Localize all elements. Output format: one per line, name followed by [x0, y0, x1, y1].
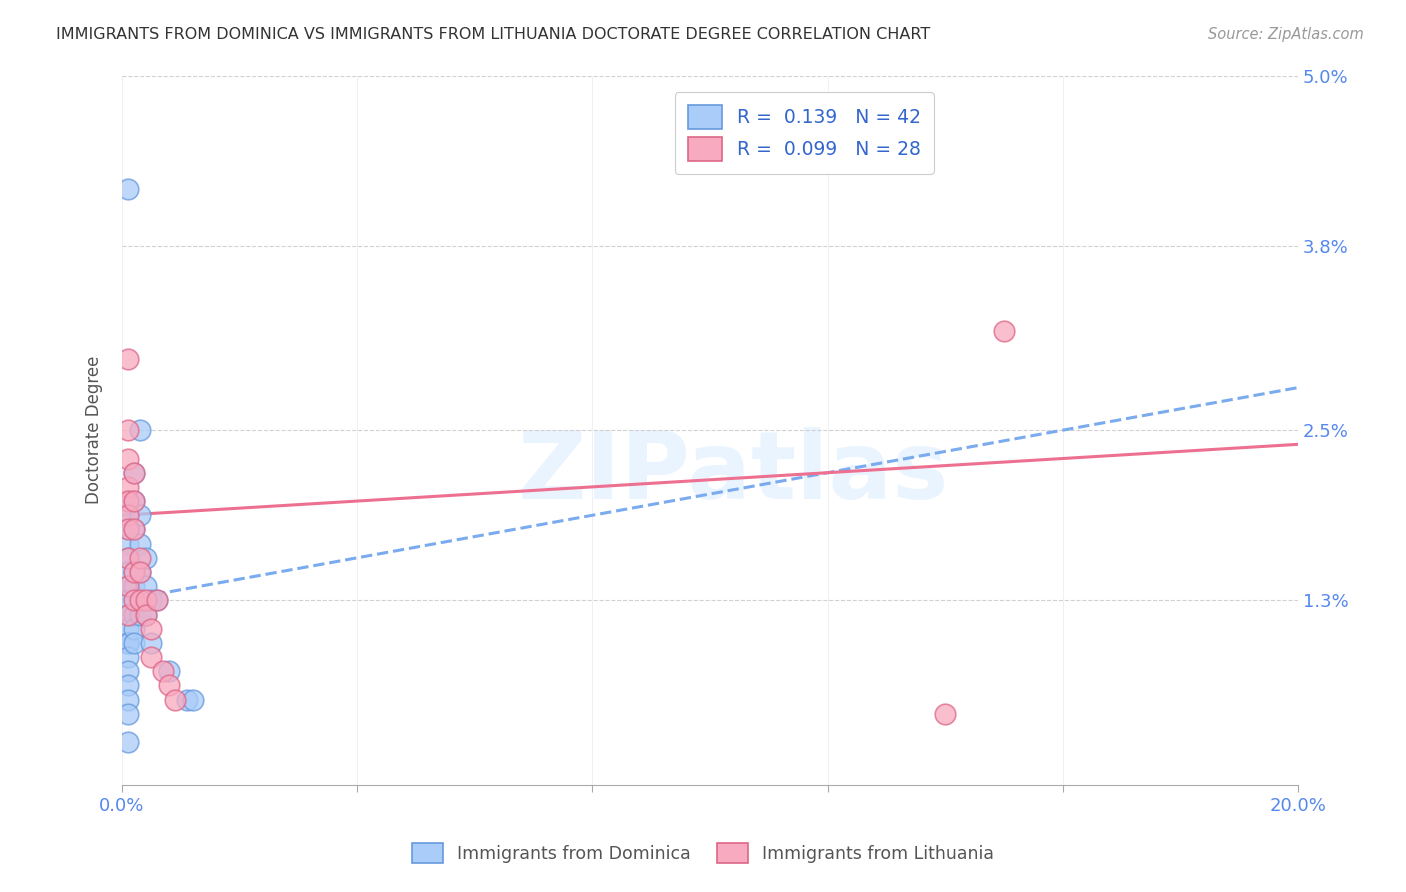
Point [135, 550, 157, 565]
Point [117, 508, 139, 523]
Point [163, 692, 186, 706]
Point [135, 593, 157, 607]
Point [122, 523, 145, 537]
Point [117, 650, 139, 665]
Point [122, 565, 145, 579]
Point [117, 607, 139, 622]
Point [146, 593, 169, 607]
Point [117, 607, 139, 622]
Point [128, 508, 150, 523]
Point [157, 665, 180, 679]
Text: Source: ZipAtlas.com: Source: ZipAtlas.com [1208, 27, 1364, 42]
Point [117, 636, 139, 650]
Point [117, 636, 139, 650]
Legend: Immigrants from Dominica, Immigrants from Lithuania: Immigrants from Dominica, Immigrants fro… [405, 836, 1001, 870]
Point [141, 593, 163, 607]
Point [128, 607, 150, 622]
Point [122, 523, 145, 537]
Point [117, 593, 139, 607]
Point [117, 182, 139, 196]
Point [122, 466, 145, 480]
Point [141, 636, 163, 650]
Point [141, 650, 163, 665]
Point [135, 607, 157, 622]
Y-axis label: Doctorate Degree: Doctorate Degree [86, 356, 103, 504]
Point [117, 352, 139, 367]
Point [181, 692, 204, 706]
Point [128, 536, 150, 550]
Point [117, 494, 139, 508]
Point [117, 692, 139, 706]
Point [117, 523, 139, 537]
Point [117, 706, 139, 721]
Point [122, 565, 145, 579]
Point [135, 607, 157, 622]
Point [117, 550, 139, 565]
Point [122, 466, 145, 480]
Point [117, 622, 139, 636]
Point [117, 536, 139, 550]
Point [117, 451, 139, 466]
Point [117, 523, 139, 537]
Point [117, 423, 139, 437]
Point [993, 324, 1015, 338]
Point [157, 678, 180, 692]
Point [141, 622, 163, 636]
Point [128, 565, 150, 579]
Point [117, 550, 139, 565]
Point [122, 593, 145, 607]
Point [135, 579, 157, 593]
Point [128, 565, 150, 579]
Text: ZIPatlas: ZIPatlas [517, 426, 949, 518]
Point [117, 665, 139, 679]
Point [117, 508, 139, 523]
Point [117, 480, 139, 494]
Point [128, 550, 150, 565]
Point [122, 636, 145, 650]
Point [117, 494, 139, 508]
Point [117, 678, 139, 692]
Point [146, 593, 169, 607]
Point [128, 593, 150, 607]
Point [934, 706, 956, 721]
Point [117, 565, 139, 579]
Point [117, 735, 139, 749]
Point [176, 692, 198, 706]
Point [117, 579, 139, 593]
Point [128, 423, 150, 437]
Point [117, 579, 139, 593]
Point [117, 593, 139, 607]
Legend: R =  0.139   N = 42, R =  0.099   N = 28: R = 0.139 N = 42, R = 0.099 N = 28 [675, 92, 934, 174]
Text: IMMIGRANTS FROM DOMINICA VS IMMIGRANTS FROM LITHUANIA DOCTORATE DEGREE CORRELATI: IMMIGRANTS FROM DOMINICA VS IMMIGRANTS F… [56, 27, 931, 42]
Point [152, 665, 174, 679]
Point [122, 494, 145, 508]
Point [122, 494, 145, 508]
Point [122, 579, 145, 593]
Point [122, 607, 145, 622]
Point [122, 622, 145, 636]
